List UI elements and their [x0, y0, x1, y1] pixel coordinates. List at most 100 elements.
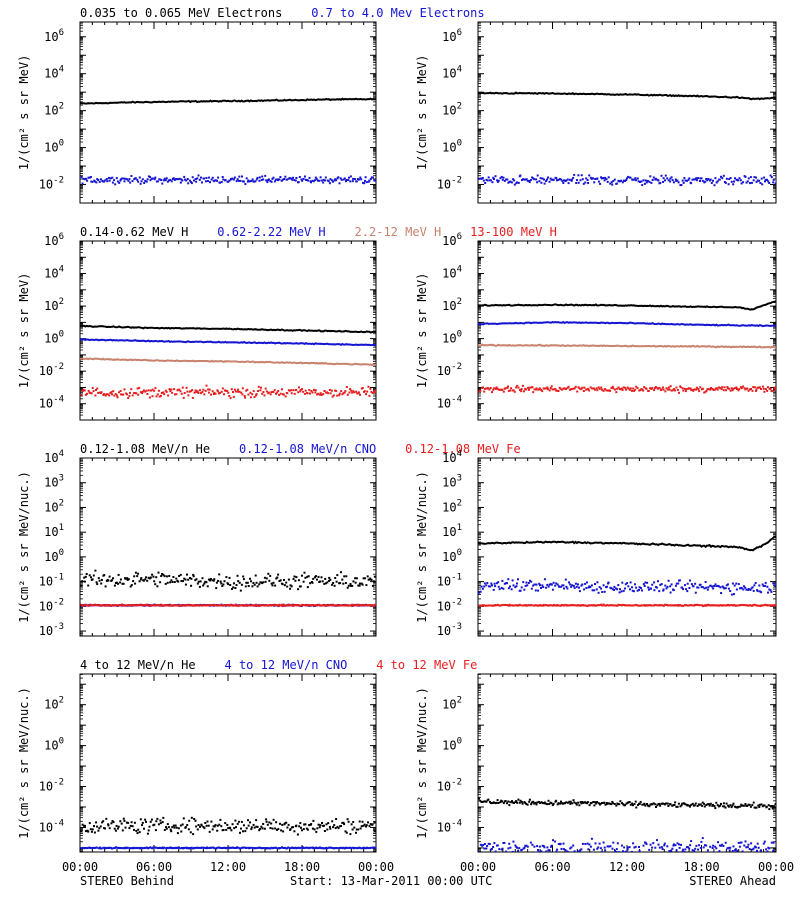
- data-point: [336, 574, 339, 577]
- data-point: [123, 180, 126, 183]
- data-point: [127, 578, 130, 581]
- data-point: [615, 804, 618, 807]
- data-point: [317, 392, 320, 395]
- data-point: [745, 804, 748, 807]
- data-point: [499, 177, 502, 180]
- data-point: [156, 180, 159, 183]
- data-point: [659, 804, 662, 807]
- data-point: [260, 179, 263, 181]
- data-point: [586, 605, 589, 608]
- data-point: [282, 847, 285, 849]
- data-point: [496, 799, 499, 802]
- data-point: [172, 177, 175, 180]
- data-point: [140, 846, 143, 849]
- data-point: [276, 847, 279, 850]
- data-point: [699, 803, 702, 806]
- data-point: [325, 846, 328, 849]
- data-point: [546, 803, 549, 806]
- data-point: [228, 395, 231, 397]
- data-point: [95, 581, 98, 584]
- data-point: [101, 821, 104, 824]
- data-point: [515, 585, 518, 588]
- data-point: [658, 590, 661, 593]
- data-point: [137, 180, 140, 183]
- data-point: [92, 604, 95, 607]
- data-point: [594, 801, 597, 804]
- data-point: [242, 830, 244, 833]
- data-point: [228, 576, 231, 579]
- data-point: [757, 804, 760, 807]
- data-point: [360, 847, 363, 850]
- data-point: [286, 826, 289, 829]
- data-point: [370, 604, 373, 607]
- data-point: [744, 388, 747, 391]
- data-point: [622, 386, 625, 389]
- data-point: [252, 390, 255, 393]
- y-tick-label: 100: [442, 330, 462, 346]
- data-point: [686, 803, 689, 806]
- data-point: [263, 576, 266, 579]
- data-point: [763, 390, 766, 393]
- data-point: [225, 828, 228, 831]
- data-point: [600, 177, 603, 180]
- data-point: [645, 387, 648, 390]
- data-point: [547, 585, 550, 588]
- data-point: [272, 603, 275, 606]
- data-point: [196, 828, 199, 831]
- data-point: [775, 386, 776, 389]
- data-point: [371, 392, 374, 394]
- data-point: [247, 585, 250, 587]
- data-point: [665, 802, 668, 805]
- y-tick-label: 103: [44, 474, 64, 490]
- data-point: [367, 821, 369, 824]
- data-point: [244, 396, 247, 399]
- data-point: [293, 847, 296, 850]
- data-point: [600, 802, 603, 804]
- data-point: [356, 604, 359, 607]
- data-point: [254, 574, 257, 577]
- data-point: [717, 604, 720, 607]
- data-point: [151, 573, 154, 576]
- data-point: [621, 389, 624, 391]
- data-point: [742, 588, 745, 591]
- data-point: [745, 588, 748, 591]
- data-point: [642, 179, 645, 182]
- data-point: [353, 391, 356, 394]
- data-point: [689, 805, 691, 808]
- data-point: [117, 604, 120, 607]
- data-point: [339, 582, 342, 585]
- data-point: [369, 177, 372, 180]
- data-point: [510, 181, 513, 184]
- y-tick-label: 100: [442, 737, 462, 753]
- legend-label-black: 0.12-1.08 MeV/n He: [80, 442, 210, 456]
- data-point: [575, 604, 577, 607]
- data-point: [176, 832, 179, 835]
- data-point: [196, 604, 199, 607]
- data-point: [573, 173, 576, 176]
- data-point: [316, 578, 318, 581]
- data-point: [81, 390, 84, 392]
- data-point: [550, 385, 553, 388]
- data-point: [621, 581, 624, 584]
- data-point: [264, 604, 267, 607]
- data-point: [150, 604, 153, 607]
- data-point: [302, 390, 305, 393]
- data-point: [701, 387, 704, 390]
- data-point: [211, 390, 214, 393]
- data-point: [108, 847, 111, 849]
- data-point: [220, 181, 223, 184]
- data-point: [129, 181, 132, 184]
- data-point: [143, 182, 146, 184]
- data-point: [760, 177, 763, 180]
- data-point: [317, 847, 320, 850]
- series-blue-line: [478, 320, 776, 328]
- data-point: [353, 847, 356, 850]
- data-point: [593, 604, 596, 607]
- data-point: [283, 822, 286, 825]
- data-point: [230, 178, 233, 181]
- data-point: [775, 587, 776, 590]
- data-point: [708, 804, 711, 807]
- data-point: [301, 829, 303, 832]
- data-point: [651, 604, 654, 607]
- data-point: [331, 847, 334, 850]
